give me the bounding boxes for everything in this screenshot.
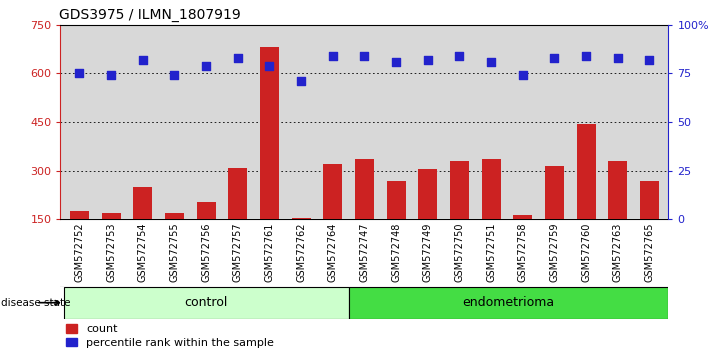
Bar (418, 169, 437, 268)
Text: GSM572763: GSM572763 (613, 223, 623, 282)
Bar (165, 213, 184, 268)
Point (580, 53, 592, 59)
Bar (63, 287, 348, 319)
Text: disease state: disease state (1, 298, 71, 308)
Bar (640, 181, 659, 268)
Point (612, 55, 624, 61)
Point (169, 73, 180, 78)
Point (454, 53, 465, 59)
Point (232, 55, 243, 61)
Point (643, 57, 655, 63)
Bar (102, 213, 121, 268)
Point (74, 70, 85, 76)
Text: GSM572765: GSM572765 (644, 223, 654, 282)
Text: control: control (184, 296, 228, 309)
Text: GSM572747: GSM572747 (359, 223, 370, 282)
Point (517, 73, 528, 78)
Point (549, 55, 560, 61)
Point (137, 57, 149, 63)
Text: GSM572752: GSM572752 (75, 223, 85, 282)
Bar (196, 202, 215, 268)
Bar (577, 124, 596, 268)
Text: GSM572764: GSM572764 (328, 223, 338, 282)
Bar (348, 287, 668, 319)
Text: GSM572749: GSM572749 (423, 223, 433, 282)
Point (264, 63, 275, 68)
Bar (324, 164, 342, 268)
Bar (450, 161, 469, 268)
Bar (70, 211, 89, 268)
Bar (481, 159, 501, 268)
Text: GSM572751: GSM572751 (486, 223, 496, 282)
Bar (260, 47, 279, 268)
Point (201, 63, 212, 68)
Text: GSM572753: GSM572753 (106, 223, 116, 282)
Point (486, 59, 497, 64)
Bar (387, 181, 405, 268)
Point (390, 59, 402, 64)
Point (422, 57, 434, 63)
Point (105, 73, 117, 78)
Bar (608, 161, 627, 268)
Text: GSM572757: GSM572757 (232, 223, 242, 282)
Text: GSM572762: GSM572762 (296, 223, 306, 282)
Text: GSM572758: GSM572758 (518, 223, 528, 282)
Bar (228, 167, 247, 268)
Text: GSM572761: GSM572761 (264, 223, 274, 282)
Text: endometrioma: endometrioma (462, 296, 555, 309)
Text: GSM572756: GSM572756 (201, 223, 211, 282)
Text: GDS3975 / ILMN_1807919: GDS3975 / ILMN_1807919 (59, 8, 241, 22)
Bar (355, 159, 374, 268)
Text: GSM572760: GSM572760 (581, 223, 591, 282)
Text: GSM572759: GSM572759 (550, 223, 560, 282)
Text: GSM572754: GSM572754 (138, 223, 148, 282)
Point (358, 53, 370, 59)
Legend: count, percentile rank within the sample: count, percentile rank within the sample (66, 324, 274, 348)
Text: GSM572755: GSM572755 (169, 223, 179, 282)
Bar (545, 166, 564, 268)
Text: GSM572750: GSM572750 (454, 223, 464, 282)
Bar (133, 187, 152, 268)
Bar (292, 218, 311, 268)
Text: GSM572748: GSM572748 (391, 223, 401, 282)
Point (327, 53, 338, 59)
Point (295, 78, 306, 84)
Bar (513, 215, 533, 268)
